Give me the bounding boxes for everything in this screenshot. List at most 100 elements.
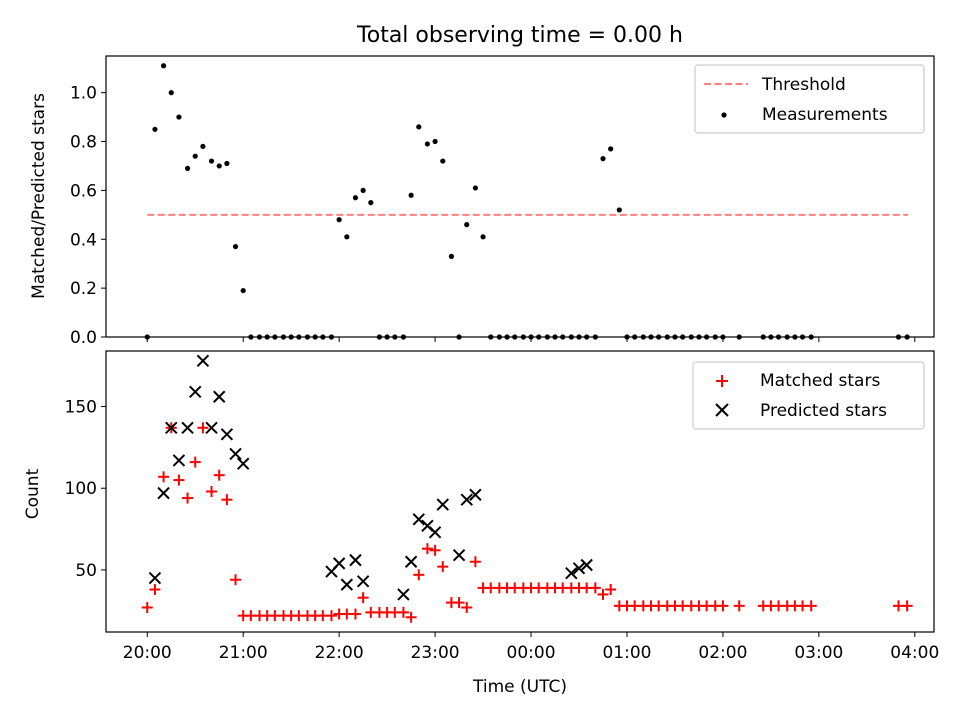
ratio-legend-box (694, 64, 925, 134)
ratio-plot-area: 0.0 0.2 0.4 0.6 0.8 1.0 (70, 55, 935, 348)
matched-star-point (405, 611, 417, 623)
count-y-axis-label: Count (23, 468, 43, 519)
time-x-axis-label: Time (UTC) (472, 677, 567, 697)
matched-star-point (597, 588, 609, 600)
matched-star-point (230, 574, 242, 586)
matched-star-point (325, 610, 337, 622)
measurement-point (408, 192, 414, 198)
predicted-star-point (565, 566, 578, 580)
measurement-point (416, 124, 422, 130)
matched-star-point (429, 544, 441, 556)
predicted-star-point (452, 549, 466, 562)
predicted-star-point (572, 562, 586, 575)
predicted-star-point (404, 555, 418, 568)
matched-star-point (605, 584, 617, 596)
legend-matched-swatch (716, 375, 728, 387)
predicted-star-point (580, 558, 593, 572)
predicted-star-point (157, 486, 170, 500)
measurement-point (352, 195, 359, 201)
measurement-point (208, 158, 215, 164)
predicted-star-point (397, 588, 410, 601)
measurement-point (424, 141, 431, 147)
matched-star-point (206, 486, 218, 497)
legend-matched-label: Matched stars (760, 371, 880, 391)
predicted-star-point (148, 571, 162, 585)
x-tick-label: 22:00 (315, 643, 364, 663)
measurement-point (216, 163, 222, 169)
counts-plot-area: 50 100 150 20:00 21:00 22:00 23:00 00:00 01:00 02… (65, 350, 939, 663)
ratio-panel: Total observing time = 0.00 h Matched/Pr… (29, 23, 935, 348)
ratio-y-tick-label: 0.2 (70, 279, 97, 299)
ratio-y-axis-label: Matched/Predicted stars (29, 93, 49, 299)
counts-panel: Count Time (UTC) 50 100 150 20:00 21:00 22:00… (23, 350, 939, 697)
measurement-point (600, 156, 606, 162)
measurement-point (472, 185, 478, 191)
count-y-tick-label: 100 (65, 479, 97, 499)
ratio-y-tick-label: 1.0 (70, 84, 97, 104)
predicted-star-point (220, 428, 234, 441)
matched-star-point (349, 608, 361, 620)
measurement-point (160, 63, 167, 69)
chart-title: Total observing time = 0.00 h (356, 23, 683, 48)
matched-star-point (413, 569, 425, 581)
count-y-tick-label: 50 (75, 561, 97, 581)
predicted-star-point (412, 513, 425, 526)
matched-star-point (453, 597, 465, 609)
matched-star-point (149, 584, 161, 596)
ratio-y-tick-label: 0.6 (70, 181, 97, 201)
matched-star-point (437, 561, 449, 573)
x-tick-label: 21:00 (219, 643, 268, 663)
legend-predicted-label: Predicted stars (760, 401, 887, 421)
matched-star-point (197, 422, 209, 434)
legend-predicted-swatch (715, 403, 729, 417)
measurement-point (232, 243, 239, 250)
matched-star-point (221, 494, 233, 506)
predicted-star-point (332, 557, 346, 570)
legend-threshold-label: Threshold (761, 75, 846, 95)
measurement-point (464, 222, 470, 228)
predicted-star-point (181, 421, 194, 434)
predicted-star-point (349, 553, 362, 567)
measurement-point (224, 160, 230, 167)
measurement-point (608, 146, 614, 152)
predicted-star-point (196, 354, 210, 368)
predicted-star-point (428, 526, 442, 539)
predicted-star-point (213, 390, 226, 403)
measurement-point (192, 153, 198, 159)
matched-star-point (589, 582, 601, 594)
legend-measurements-swatch (721, 112, 727, 118)
counts-legend: Matched stars Predicted stars (692, 361, 925, 430)
x-tick-label: 04:00 (890, 643, 939, 663)
matched-star-point (421, 543, 433, 555)
predicted-star-point (165, 421, 178, 434)
matched-star-point (461, 601, 473, 613)
predicted-star-point (436, 498, 449, 511)
measurement-point (200, 143, 206, 150)
predicted-star-point (460, 493, 473, 506)
x-tick-label: 03:00 (794, 643, 843, 663)
predicted-star-point (340, 578, 354, 591)
measurement-point (240, 287, 246, 294)
x-tick-label: 20:00 (123, 643, 172, 663)
matched-star-point (158, 471, 170, 483)
predicted-star-point (356, 575, 370, 588)
measurement-point (168, 90, 174, 96)
ratio-y-tick-label: 0.4 (70, 230, 97, 250)
matched-star-point (189, 456, 201, 468)
matched-star-point (717, 600, 729, 612)
predicted-star-point (469, 488, 482, 501)
ratio-axes-frame (105, 55, 935, 338)
ratio-y-tick-label: 0.0 (70, 328, 97, 348)
measurement-point (480, 234, 486, 240)
ratio-y-tick-label: 0.8 (70, 133, 97, 153)
matched-star-point (733, 600, 745, 612)
predicted-star-point (189, 385, 202, 399)
legend-measurements-label: Measurements (762, 105, 888, 125)
predicted-star-point (205, 421, 218, 434)
count-y-tick-label: 150 (65, 398, 97, 418)
measurement-point (152, 126, 158, 132)
measurement-point (336, 217, 342, 223)
predicted-star-point (172, 454, 186, 467)
matched-star-point (397, 606, 409, 618)
